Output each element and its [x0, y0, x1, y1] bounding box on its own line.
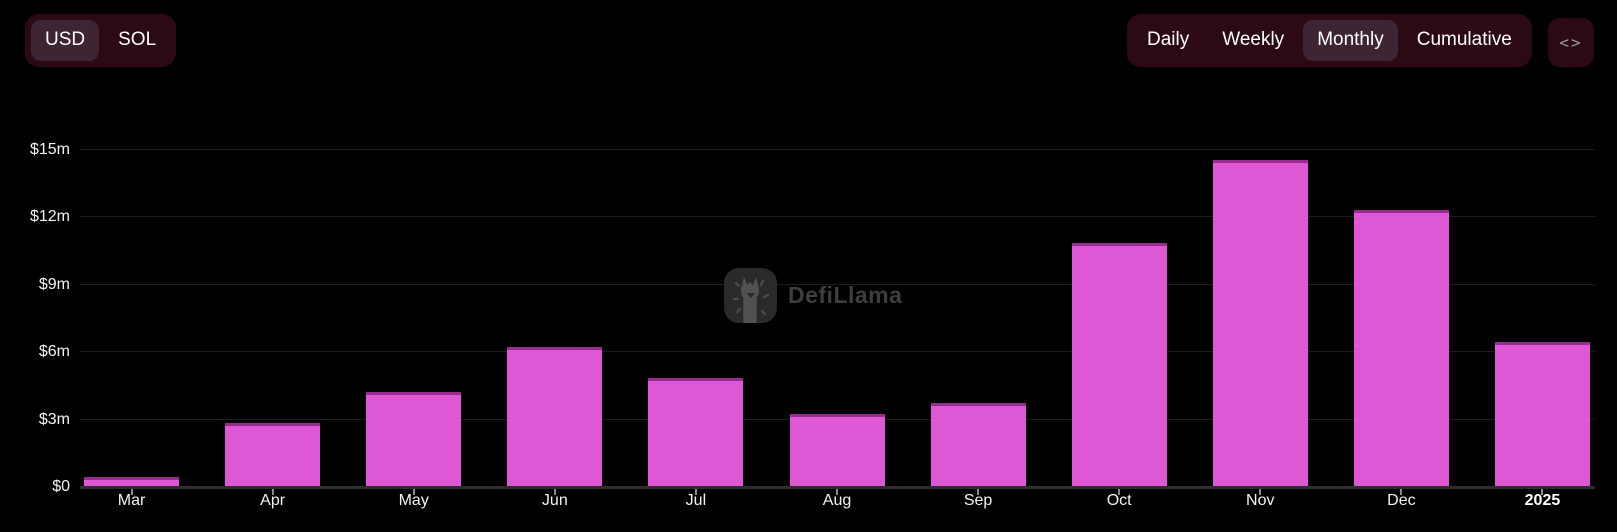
- y-axis-label: $0: [52, 478, 70, 495]
- y-axis-label: $6m: [38, 343, 70, 361]
- defillama-watermark: DefiLlama: [724, 268, 902, 323]
- gridline-12m: [80, 216, 1595, 218]
- x-tick-aug: [836, 489, 838, 495]
- x-axis-label-mar: Mar: [117, 492, 146, 509]
- watermark-text: DefiLlama: [788, 282, 903, 308]
- x-axis-label-dec: Dec: [1387, 492, 1416, 509]
- interval-option-daily[interactable]: Daily: [1133, 20, 1203, 61]
- x-tick-2025: [1541, 489, 1544, 495]
- bar-jul[interactable]: [648, 378, 744, 486]
- x-axis-label-jul: Jul: [685, 492, 707, 509]
- bar-aug[interactable]: [789, 414, 885, 486]
- x-tick-nov: [1259, 489, 1262, 495]
- x-axis-label-sep: Sep: [963, 492, 993, 509]
- x-tick-dec: [1400, 489, 1403, 495]
- bar-oct[interactable]: [1071, 243, 1167, 486]
- defillama-logo-icon: [724, 268, 777, 323]
- currency-toggle-group: USD SOL: [25, 14, 177, 67]
- x-axis-label-may: May: [398, 492, 429, 509]
- x-axis-line: [80, 486, 1595, 489]
- interval-option-monthly[interactable]: Monthly: [1303, 20, 1398, 61]
- bar-may[interactable]: [366, 391, 462, 486]
- embed-code-button[interactable]: <>: [1548, 18, 1594, 67]
- x-axis-label-jun: Jun: [541, 492, 568, 509]
- bar-apr[interactable]: [225, 423, 321, 486]
- bar-sep[interactable]: [930, 402, 1026, 486]
- bar-jun[interactable]: [507, 346, 603, 486]
- bar-2025[interactable]: [1494, 342, 1590, 486]
- x-tick-jul: [694, 489, 697, 495]
- code-icon: <>: [1559, 33, 1583, 52]
- bar-mar[interactable]: [84, 477, 180, 486]
- interval-option-weekly[interactable]: Weekly: [1208, 20, 1298, 61]
- x-axis-label-apr: Apr: [260, 492, 286, 509]
- interval-option-cumulative[interactable]: Cumulative: [1403, 20, 1526, 61]
- x-tick-apr: [271, 489, 274, 495]
- currency-option-usd[interactable]: USD: [31, 20, 100, 61]
- bar-dec[interactable]: [1353, 209, 1449, 486]
- x-axis-label-aug: Aug: [822, 492, 852, 509]
- gridline-6m: [80, 351, 1595, 353]
- currency-option-sol[interactable]: SOL: [104, 20, 170, 61]
- x-axis-label-2025: 2025: [1524, 492, 1561, 509]
- bar-nov[interactable]: [1212, 160, 1308, 486]
- y-axis-label: $15m: [29, 140, 70, 158]
- interval-toggle-group: Daily Weekly Monthly Cumulative: [1127, 14, 1532, 67]
- y-axis-label: $12m: [29, 208, 70, 226]
- gridline-15m: [80, 148, 1595, 150]
- gridline-9m: [80, 283, 1595, 285]
- x-axis-label-oct: Oct: [1106, 492, 1132, 509]
- y-axis-label: $3m: [38, 410, 70, 428]
- x-tick-sep: [977, 489, 980, 495]
- x-tick-may: [412, 489, 415, 495]
- x-tick-jun: [553, 489, 556, 495]
- x-tick-mar: [130, 489, 133, 495]
- y-axis-label: $9m: [38, 275, 70, 293]
- x-tick-oct: [1118, 489, 1121, 495]
- x-axis-label-nov: Nov: [1246, 492, 1275, 509]
